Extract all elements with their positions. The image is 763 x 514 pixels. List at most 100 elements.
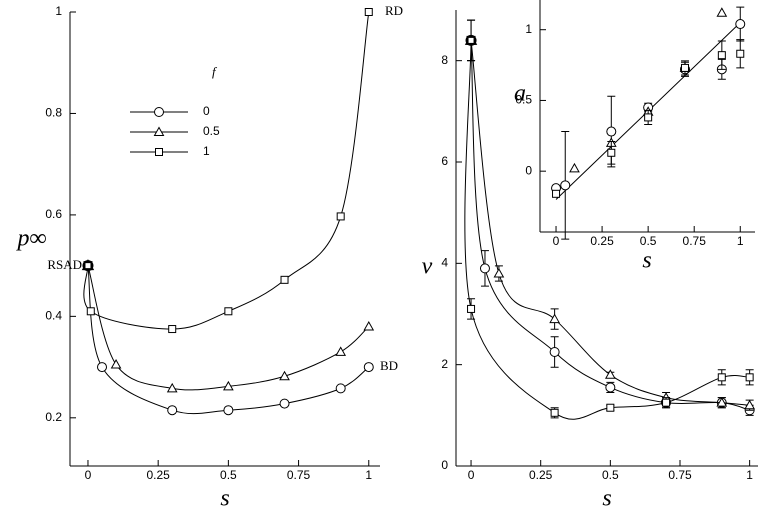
panel: 0 0.25 0.5 0.75 1 0 2 4 6 8 s ν <box>422 10 758 512</box>
annotation: RD <box>385 3 403 18</box>
curve <box>470 40 750 406</box>
marker <box>716 7 728 17</box>
marker <box>466 35 476 45</box>
marker <box>154 107 164 117</box>
marker <box>97 362 108 373</box>
marker <box>552 189 561 198</box>
curve <box>87 265 370 391</box>
legend-title: f <box>212 64 218 79</box>
y-tick-label: 1 <box>525 22 532 36</box>
y-tick-label: 2 <box>441 357 448 371</box>
curve <box>87 265 370 415</box>
marker <box>550 408 559 417</box>
marker <box>335 383 346 394</box>
y-tick-label: 1 <box>55 4 62 18</box>
marker <box>607 148 616 157</box>
x-tick-label: 0.25 <box>529 468 553 482</box>
marker <box>680 63 689 72</box>
marker <box>549 347 560 357</box>
marker <box>745 373 754 382</box>
y-axis-label: p∞ <box>15 226 46 252</box>
marker <box>493 267 505 278</box>
marker <box>717 373 726 382</box>
marker <box>549 313 560 324</box>
x-tick-label: 0.75 <box>668 468 692 482</box>
marker <box>604 369 616 379</box>
marker <box>644 113 653 122</box>
x-axis-label: s <box>602 486 611 512</box>
marker <box>744 399 755 410</box>
marker <box>467 304 476 313</box>
x-tick-label: 0.75 <box>683 234 707 248</box>
marker <box>335 346 347 356</box>
x-tick-label: 1 <box>746 468 753 482</box>
marker <box>606 126 617 137</box>
y-tick-label: 0.6 <box>45 207 62 221</box>
marker <box>279 370 290 381</box>
marker <box>110 359 122 369</box>
marker <box>560 180 571 191</box>
marker <box>166 382 178 393</box>
x-tick-label: 0.5 <box>640 234 657 248</box>
y-tick-label: 0.2 <box>45 410 62 424</box>
marker <box>716 397 728 407</box>
y-tick-label: 8 <box>441 53 448 67</box>
curve <box>464 40 750 420</box>
marker <box>153 126 165 136</box>
x-tick-label: 0.5 <box>602 468 619 482</box>
marker <box>569 162 580 173</box>
x-tick-label: 0.25 <box>146 468 170 482</box>
annotation: BD <box>380 358 398 373</box>
marker <box>606 403 615 412</box>
marker <box>224 307 233 316</box>
marker <box>479 263 490 274</box>
panel: 0 0.25 0.5 0.75 1 0 0.5 1 s a <box>512 0 755 274</box>
x-tick-label: 0 <box>85 468 92 482</box>
inset-background <box>512 0 755 270</box>
marker <box>155 148 163 156</box>
x-tick-label: 0 <box>553 234 560 248</box>
x-tick-label: 0.5 <box>220 468 237 482</box>
marker <box>223 380 234 391</box>
marker <box>167 405 178 416</box>
marker <box>280 275 289 284</box>
x-axis-label: s <box>220 486 229 512</box>
y-tick-label: 0 <box>441 458 448 472</box>
y-tick-label: 0 <box>525 163 532 177</box>
panel: 0 0.25 0.5 0.75 1 0.2 0.4 0.6 0.8 1 s p∞ f 0 0.5 1 RSAD R… <box>15 3 403 512</box>
y-tick-label: 0.4 <box>45 309 62 323</box>
y-tick-label: 0.5 <box>515 93 532 107</box>
x-tick-label: 1 <box>365 468 372 482</box>
marker <box>363 320 375 331</box>
x-axis-label: s <box>642 248 651 274</box>
y-axis-label: ν <box>422 254 433 280</box>
marker <box>223 405 234 416</box>
marker <box>735 19 746 30</box>
y-tick-label: 6 <box>441 154 448 168</box>
marker <box>717 51 726 60</box>
x-tick-label: 0 <box>468 468 475 482</box>
marker <box>364 8 373 16</box>
annotation: RSAD <box>47 257 82 272</box>
y-tick-label: 4 <box>441 256 448 270</box>
marker <box>363 362 374 373</box>
marker <box>662 398 671 407</box>
marker <box>168 325 177 334</box>
marker <box>605 382 616 393</box>
y-tick-label: 0.8 <box>45 106 62 120</box>
legend-label: 1 <box>203 144 210 158</box>
legend-label: 0.5 <box>203 124 220 138</box>
x-tick-label: 0.25 <box>590 234 614 248</box>
marker <box>83 261 93 271</box>
curve <box>83 11 370 330</box>
marker <box>336 212 345 221</box>
y-axis-label: a <box>514 81 526 107</box>
x-tick-label: 0.75 <box>287 468 311 482</box>
legend-label: 0 <box>203 104 210 118</box>
marker <box>736 49 745 58</box>
x-tick-label: 1 <box>737 234 744 248</box>
marker <box>86 307 95 316</box>
marker <box>279 398 290 409</box>
